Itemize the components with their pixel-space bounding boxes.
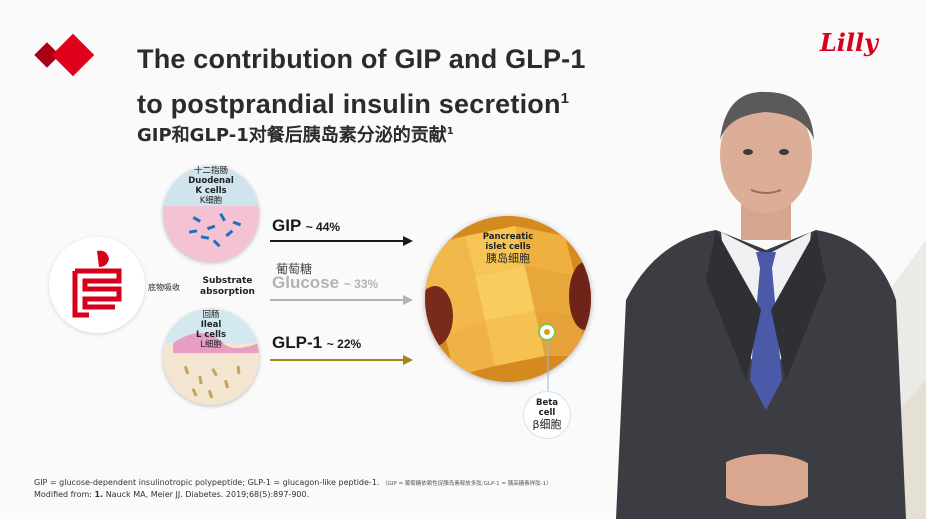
beta-line-2: cell — [538, 408, 556, 418]
glucose-arrow — [270, 299, 404, 301]
glucose-name: Glucose — [272, 273, 340, 292]
absorption-cn: 底物吸收 — [148, 283, 180, 292]
gip-arrow-head — [403, 236, 413, 246]
gip-percentage: ~ 44% — [305, 220, 341, 234]
brand-logo: Lilly — [819, 28, 878, 57]
ileal-line-2: L cells — [195, 330, 227, 340]
title-line-2: to postprandial insulin secretion — [137, 89, 561, 119]
footnote-line-1-cn: （GIP = 葡萄糖依赖性促胰岛素释放多肽;GLP-1 = 胰高糖素样肽-1） — [382, 481, 552, 487]
beta-cell-pointer — [547, 342, 549, 394]
glp1-arrow — [270, 359, 404, 361]
gip-name: GIP — [272, 216, 301, 235]
beta-cn: β细胞 — [532, 418, 562, 431]
glp1-percentage: ~ 22% — [326, 337, 362, 351]
gip-arrow — [270, 240, 404, 242]
glucose-percentage: ~ 33% — [343, 277, 379, 291]
glucose-arrow-head — [403, 295, 413, 305]
pancreatic-line-2: islet cells — [485, 242, 531, 252]
reference-citation: Nauck MA, Meier JJ. Diabetes. 2019;68(5)… — [103, 490, 310, 499]
footnote-definitions: GIP = glucose-dependent insulinotropic p… — [34, 478, 552, 487]
duodenal-cn-2: K细胞 — [199, 196, 223, 206]
presenter-video — [616, 91, 906, 519]
title-superscript: 1 — [560, 90, 570, 107]
glp1-arrow-head — [403, 355, 413, 365]
duodenal-line-1: Duodenal — [188, 176, 234, 186]
pancreatic-label: Pancreatic islet cells 胰岛细胞 — [470, 232, 546, 265]
absorption-line-1: Substrate — [202, 276, 253, 286]
subtitle-text: GIP和GLP-1对餐后胰岛素分泌的贡献 — [137, 125, 447, 146]
intestine-icon — [49, 237, 145, 333]
duodenal-cn: 十二指肠 — [193, 166, 228, 176]
pancreatic-islet-circle — [425, 216, 591, 382]
beta-line-1: Beta — [535, 398, 559, 408]
absorption-line-2: absorption — [200, 287, 255, 297]
ileal-cn: 回肠 — [202, 310, 220, 320]
glp1-name: GLP-1 — [272, 333, 323, 352]
duodenal-label: 十二指肠 Duodenal K cells K细胞 — [181, 166, 241, 206]
pancreatic-line-1: Pancreatic — [482, 232, 534, 242]
subtitle-superscript: 1 — [446, 126, 454, 137]
glp1-label: GLP-1 ~ 22% — [272, 333, 361, 353]
beta-cell-label: Beta cell β细胞 — [524, 398, 570, 431]
footnote-line-1: GIP = glucose-dependent insulinotropic p… — [34, 478, 380, 487]
beta-cell-callout — [524, 392, 570, 438]
slide-subtitle: GIP和GLP-1对餐后胰岛素分泌的贡献1 — [137, 121, 454, 147]
footnote-reference: Modified from: 1. Nauck MA, Meier JJ. Di… — [34, 490, 309, 499]
slide-title: The contribution of GIP and GLP-1 to pos… — [137, 40, 586, 124]
gip-label: GIP ~ 44% — [272, 216, 340, 236]
glucose-label: Glucose ~ 33% — [272, 273, 378, 293]
glucose-cn-label: 葡萄糖 — [276, 262, 313, 276]
ileal-line-1: Ileal — [200, 320, 222, 330]
ileal-label: 回肠 Ileal L cells L细胞 — [181, 310, 241, 350]
reference-number: 1. — [94, 490, 104, 499]
duodenal-line-2: K cells — [195, 186, 227, 196]
title-line-1: The contribution of GIP and GLP-1 — [137, 44, 586, 74]
pancreatic-cn: 胰岛细胞 — [486, 252, 530, 265]
reference-prefix: Modified from: — [34, 490, 95, 499]
ileal-cn-2: L细胞 — [200, 340, 222, 350]
